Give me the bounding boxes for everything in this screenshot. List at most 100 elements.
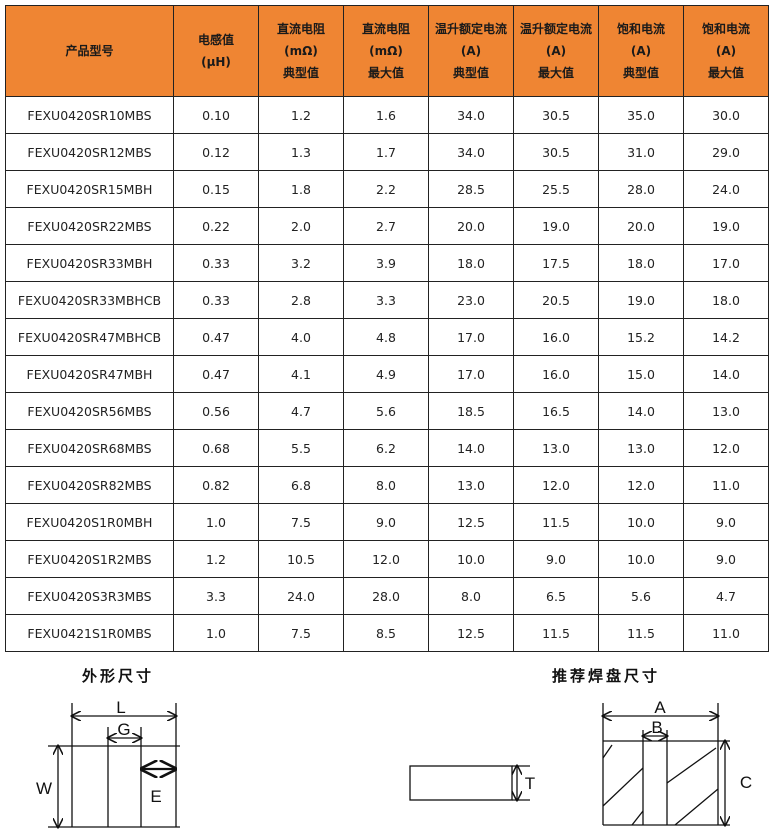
column-header-line: 温升额定电流 [519,22,592,36]
table-row: FEXU0420S1R0MBH 1.0 7.5 9.0 12.5 11.5 10.0 9.0 [5,503,769,541]
column-header-line: 饱和电流 [616,22,665,36]
column-header-line: (mΩ) [284,44,318,58]
value-cell: 1.8 [258,170,344,208]
column-header: 直流电阻 (mΩ) 典型值 [258,5,344,97]
outline-drawing [48,703,180,827]
value-cell: 34.0 [428,133,514,171]
value-cell: 19.0 [683,207,769,245]
value-cell: 8.0 [428,577,514,615]
value-cell: 18.5 [428,392,514,430]
label-G: G [117,720,130,739]
value-cell: 30.5 [513,133,599,171]
column-header-line: 典型值 [282,66,319,80]
value-cell: 9.0 [513,540,599,578]
value-cell: 2.7 [343,207,429,245]
column-header-line: 产品型号 [65,44,114,58]
value-cell: 4.7 [258,392,344,430]
value-cell: 12.0 [598,466,684,504]
outline-title: 外形尺寸 [81,667,154,685]
value-cell: 16.0 [513,355,599,393]
value-cell: 14.2 [683,318,769,356]
table-row: FEXU0420SR10MBS 0.10 1.2 1.6 34.0 30.5 35.0 30.… [5,96,769,134]
part-number-cell: FEXU0420SR47MBH [5,355,174,393]
value-cell: 10.0 [598,540,684,578]
label-L: L [116,698,125,717]
value-cell: 7.5 [258,614,344,652]
value-cell: 20.0 [428,207,514,245]
column-header-line: 饱和电流 [701,22,750,36]
value-cell: 8.0 [343,466,429,504]
value-cell: 24.0 [683,170,769,208]
table-row: FEXU0420SR15MBH 0.15 1.8 2.2 28.5 25.5 28.0 24.… [5,170,769,208]
value-cell: 35.0 [598,96,684,134]
table-row: FEXU0421S1R0MBS 1.0 7.5 8.5 12.5 11.5 11.5 11.0 [5,614,769,652]
pad-title: 推荐焊盘尺寸 [552,667,660,685]
column-header-line: 典型值 [452,66,489,80]
value-cell: 13.0 [598,429,684,467]
column-header-line: (A) [715,44,737,58]
column-header-line: 最大值 [537,66,574,80]
table-row: FEXU0420S1R2MBS 1.2 10.5 12.0 10.0 9.0 10.0 9.0 [5,540,769,578]
value-cell: 18.0 [428,244,514,282]
label-W: W [36,779,52,798]
column-header: 电感值 (µH) [173,5,259,97]
value-cell: 1.0 [173,614,259,652]
part-number-cell: FEXU0421S1R0MBS [5,614,174,652]
value-cell: 12.5 [428,614,514,652]
label-B: B [651,718,662,737]
value-cell: 0.12 [173,133,259,171]
value-cell: 1.6 [343,96,429,134]
column-header: 温升额定电流 (A) 最大值 [513,5,599,97]
column-header: 产品型号 [5,5,174,97]
pad-drawing [603,703,730,825]
part-number-cell: FEXU0420SR10MBS [5,96,174,134]
table-row: FEXU0420SR47MBH 0.47 4.1 4.9 17.0 16.0 15.0 14.… [5,355,769,393]
value-cell: 20.0 [598,207,684,245]
value-cell: 1.2 [173,540,259,578]
column-header: 直流电阻 (mΩ) 最大值 [343,5,429,97]
value-cell: 5.6 [343,392,429,430]
column-header-line: (A) [630,44,652,58]
value-cell: 9.0 [683,503,769,541]
value-cell: 0.10 [173,96,259,134]
value-cell: 0.15 [173,170,259,208]
value-cell: 0.68 [173,429,259,467]
value-cell: 34.0 [428,96,514,134]
column-header: 饱和电流 (A) 最大值 [683,5,769,97]
value-cell: 17.0 [428,318,514,356]
value-cell: 5.6 [598,577,684,615]
value-cell: 12.5 [428,503,514,541]
table-row: FEXU0420SR33MBHCB 0.33 2.8 3.3 23.0 20.5 19.0 1… [5,281,769,319]
column-header: 饱和电流 (A) 典型值 [598,5,684,97]
column-header-line: 最大值 [707,66,744,80]
value-cell: 14.0 [683,355,769,393]
value-cell: 1.2 [258,96,344,134]
value-cell: 18.0 [598,244,684,282]
label-E: E [150,787,161,806]
value-cell: 1.0 [173,503,259,541]
value-cell: 0.56 [173,392,259,430]
value-cell: 28.0 [598,170,684,208]
value-cell: 17.0 [683,244,769,282]
value-cell: 10.5 [258,540,344,578]
part-number-cell: FEXU0420SR22MBS [5,207,174,245]
value-cell: 15.0 [598,355,684,393]
table-row: FEXU0420S3R3MBS 3.3 24.0 28.0 8.0 6.5 5.6 4.7 [5,577,769,615]
value-cell: 0.33 [173,281,259,319]
column-header-line: 最大值 [367,66,404,80]
part-number-cell: FEXU0420SR33MBHCB [5,281,174,319]
value-cell: 3.3 [343,281,429,319]
value-cell: 11.5 [513,614,599,652]
value-cell: 6.5 [513,577,599,615]
value-cell: 11.0 [683,466,769,504]
value-cell: 8.5 [343,614,429,652]
value-cell: 13.0 [683,392,769,430]
value-cell: 9.0 [683,540,769,578]
table-row: FEXU0420SR56MBS 0.56 4.7 5.6 18.5 16.5 14.0 13.… [5,392,769,430]
value-cell: 0.82 [173,466,259,504]
column-header-line: (A) [545,44,567,58]
label-A: A [654,698,666,717]
value-cell: 2.2 [343,170,429,208]
value-cell: 19.0 [513,207,599,245]
value-cell: 14.0 [598,392,684,430]
